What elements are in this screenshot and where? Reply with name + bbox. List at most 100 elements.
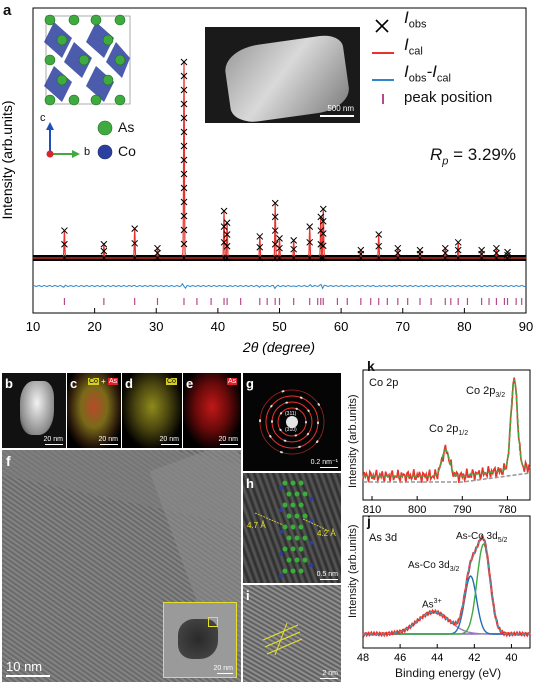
scale-bar-e [220, 443, 238, 445]
as-atom [44, 94, 56, 106]
xrd-obs-point [131, 254, 139, 262]
panel-letter-h: h [246, 476, 254, 491]
co-atom-marker [279, 574, 283, 578]
as3d-x-tick-label: 48 [357, 652, 369, 664]
as-atom-marker [302, 491, 308, 497]
legend-obs-symbol [375, 19, 389, 33]
xrd-obs-point [306, 254, 314, 262]
ring-label-310: (310) [285, 427, 297, 433]
saed-spot [269, 435, 272, 438]
xrd-obs-point [180, 212, 188, 220]
atom-legend-symbols [97, 120, 113, 160]
xrd-obs-point [276, 244, 283, 252]
as-atom-marker [282, 524, 288, 530]
atom-overlay [254, 480, 330, 578]
rp-value-label: Rp = 3.29% [430, 145, 516, 168]
axis-indicator [46, 122, 80, 158]
saed-spot [279, 428, 282, 431]
scale-label-h: 0.5 nm [316, 571, 338, 578]
as-atom [114, 54, 126, 66]
hrtem-image-f: 20 nm 10 nm [2, 450, 241, 682]
as-atom-marker [298, 546, 304, 552]
co-polyhedra [44, 22, 130, 102]
hrtem-inset: 20 nm [163, 602, 237, 678]
scale-label-i: 2 nm [322, 670, 338, 677]
panel-letter-f: f [6, 453, 11, 469]
as-atom-marker [298, 480, 304, 486]
saed-pattern-g: (311) (310) 0.2 nm⁻¹ [243, 373, 341, 471]
scale-bar-i [320, 677, 338, 679]
as-atom-marker [290, 568, 296, 574]
xrd-x-tick-label: 10 [26, 319, 40, 334]
xrd-obs-point [131, 239, 139, 247]
eds-map-co-as: 20 nm [67, 373, 121, 448]
xrd-obs-point [375, 231, 383, 238]
as-atoms [44, 14, 126, 106]
as-legend-label: As [118, 119, 135, 135]
as-legend-icon [97, 120, 113, 136]
as3d-x-tick-label: 44 [431, 652, 443, 664]
as3d-plot-frame [362, 515, 531, 649]
eds-tag-co-d: Co [166, 378, 177, 385]
co2p-title: Co 2p [369, 377, 399, 389]
as3d-y-axis-label: Intensity (arb.units) [347, 524, 359, 618]
panel-letter-k: k [367, 358, 375, 374]
saed-spot [259, 419, 262, 422]
xrd-obs-point [441, 254, 449, 262]
xrd-obs-point [493, 249, 500, 257]
xrd-obs-point [357, 246, 365, 254]
saed-spot [304, 421, 307, 424]
xrd-obs-point [290, 254, 298, 262]
scale-label-b: 20 nm [43, 436, 63, 443]
sem-image-inset: 500 nm [205, 27, 360, 123]
xrd-obs-point [290, 237, 298, 244]
as3d-curves [362, 534, 531, 638]
as3d-x-axis-label: Binding energy (eV) [395, 666, 502, 680]
as-atom [114, 94, 126, 106]
scale-label-d: 20 nm [159, 436, 179, 443]
as-atom [44, 54, 56, 66]
xrd-obs-point [154, 244, 161, 252]
as-atom-marker [290, 502, 296, 508]
xrd-x-tick-label: 20 [87, 319, 101, 334]
as-atom-marker [290, 480, 296, 486]
xrd-data-layer [32, 58, 527, 305]
as-atom-marker [290, 524, 296, 530]
as-atom [90, 94, 102, 106]
co2p-x-tick-label: 790 [453, 504, 471, 516]
scale-label-c: 20 nm [98, 436, 118, 443]
xrd-x-axis-label: 2θ (degree) [242, 339, 315, 355]
xrd-obs-point [504, 248, 511, 256]
xrd-obs-point [394, 254, 402, 262]
xrd-obs-point [256, 243, 264, 251]
as-atom-marker [298, 502, 304, 508]
as-atom-marker [302, 513, 308, 519]
as-atom [102, 34, 114, 46]
axis-c-label: c [40, 112, 46, 124]
xrd-obs-point [220, 238, 228, 246]
as3d-x-tick-label: 42 [468, 652, 480, 664]
as-atom-marker [290, 546, 296, 552]
xrd-obs-point [180, 58, 188, 66]
eds-tag-as-e: As [227, 378, 238, 385]
panel-letter-c: c [70, 376, 78, 391]
xrd-obs-point [61, 240, 68, 248]
xrd-obs-point [180, 254, 188, 262]
co2p-fit-curve [363, 378, 531, 477]
as3d-raw-curve [362, 534, 531, 638]
co-atom-marker [279, 530, 283, 534]
saed-spot [294, 434, 297, 437]
scale-bar-c [100, 443, 118, 445]
xrd-obs-point [493, 244, 500, 252]
xrd-x-tick-label: 60 [334, 319, 348, 334]
co-atom-marker [309, 563, 313, 567]
legend-cal-label: Ical [404, 35, 423, 58]
xrd-obs-point [271, 199, 279, 207]
xps-co2p-chart: 810 800 790 780 [362, 369, 531, 516]
co-legend-label: Co [118, 143, 136, 159]
co-atom-marker [279, 552, 283, 556]
xrd-obs-point [180, 86, 188, 94]
co2p-x-axis: 810 800 790 780 [363, 496, 517, 516]
xrd-obs-point [441, 249, 449, 257]
co-atom-marker [279, 486, 283, 490]
